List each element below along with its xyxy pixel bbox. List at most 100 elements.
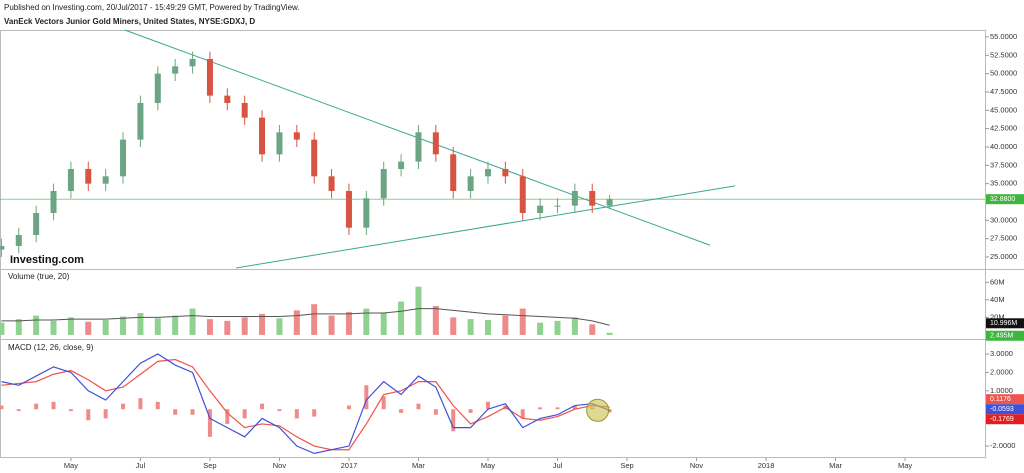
macd-value-label-box xyxy=(986,404,1024,415)
y-tick-label: 25.0000 xyxy=(990,252,1017,261)
histogram-value-label-box xyxy=(986,414,1024,425)
volume-bar xyxy=(606,332,613,335)
y-tick-label: 45.0000 xyxy=(990,105,1017,114)
histogram-bar xyxy=(0,405,4,410)
volume-bar xyxy=(363,308,370,335)
histogram-bar xyxy=(485,401,490,410)
histogram-bar xyxy=(34,403,39,410)
y-tick-label: -2.0000 xyxy=(990,441,1015,450)
candle-body xyxy=(328,176,335,191)
volume-bar xyxy=(120,316,127,335)
volume-bar xyxy=(0,322,5,335)
volume-ma-label-box xyxy=(986,318,1024,329)
y-tick-label: 52.5000 xyxy=(990,50,1017,59)
volume-bar xyxy=(554,320,561,335)
volume-bar xyxy=(398,301,405,335)
volume-bar xyxy=(85,321,92,335)
volume-bar xyxy=(467,319,474,335)
signal-line xyxy=(1,358,610,451)
candle-body xyxy=(484,168,491,177)
histogram-bar xyxy=(399,409,404,413)
candle-body xyxy=(137,102,144,140)
x-tick-label: 2017 xyxy=(341,461,358,470)
histogram-bar xyxy=(451,409,456,432)
histogram-value-label: -0.1769 xyxy=(990,416,1014,423)
volume-bar xyxy=(67,317,74,335)
volume-bar xyxy=(154,318,161,335)
histogram-bar xyxy=(555,407,560,410)
volume-bar xyxy=(50,320,57,335)
histogram-bar xyxy=(207,409,212,437)
y-tick-label: 27.5000 xyxy=(990,234,1017,243)
candle-body xyxy=(398,161,405,169)
candle-body xyxy=(33,212,40,235)
candle-body xyxy=(502,168,509,177)
candle-body xyxy=(102,176,109,184)
macd-value-label: -0.0593 xyxy=(990,406,1014,413)
candle-body xyxy=(0,245,5,250)
y-tick-label: 47.5000 xyxy=(990,87,1017,96)
volume-bar xyxy=(224,320,231,335)
volume-label: 2.495M xyxy=(990,333,1014,340)
y-tick-label: 20M xyxy=(990,312,1005,321)
volume-bar xyxy=(450,317,457,335)
y-tick-label: 40.0000 xyxy=(990,142,1017,151)
candle-body xyxy=(206,58,213,96)
x-tick-label: May xyxy=(898,461,912,470)
candle-body xyxy=(154,73,161,103)
y-tick-label: 42.5000 xyxy=(990,124,1017,133)
histogram-bar xyxy=(294,409,299,419)
x-tick-label: Nov xyxy=(273,461,287,470)
plot-frame xyxy=(0,30,986,458)
candle-body xyxy=(85,168,92,184)
x-tick-label: Mar xyxy=(829,461,842,470)
y-tick-label: 40M xyxy=(990,295,1005,304)
histogram-bar xyxy=(346,405,351,410)
candle-body xyxy=(172,66,179,74)
candle-body xyxy=(259,117,266,155)
x-tick-label: Sep xyxy=(203,461,216,470)
candle-body xyxy=(224,95,231,103)
histogram-bar xyxy=(190,409,195,415)
histogram-bar xyxy=(51,401,56,410)
volume-bar xyxy=(537,322,544,335)
candle-body xyxy=(589,190,596,206)
y-tick-label: 3.0000 xyxy=(990,349,1013,358)
histogram-bar xyxy=(312,409,317,417)
histogram-bar xyxy=(433,409,438,415)
candle-body xyxy=(519,176,526,213)
histogram-bar xyxy=(277,409,282,412)
volume-bar xyxy=(276,318,283,335)
y-tick-label: 35.0000 xyxy=(990,179,1017,188)
candle-body xyxy=(606,199,613,206)
candle-body xyxy=(537,205,544,213)
volume-bar xyxy=(589,324,596,335)
pane-title: Volume (true, 20) xyxy=(8,272,70,281)
x-tick-label: Nov xyxy=(690,461,704,470)
macd-line xyxy=(1,353,610,455)
volume-bar xyxy=(206,319,213,335)
histogram-bar xyxy=(416,403,421,410)
candle-body xyxy=(293,132,300,140)
candle-body xyxy=(432,132,439,155)
candle-body xyxy=(380,168,387,199)
histogram-bar xyxy=(121,403,126,410)
x-tick-label: Jul xyxy=(136,461,146,470)
histogram-bar xyxy=(138,398,143,410)
y-tick-label: 60M xyxy=(990,277,1005,286)
histogram-bar xyxy=(607,409,612,413)
signal-value-label: 0.1176 xyxy=(990,396,1011,403)
volume-bar xyxy=(380,312,387,335)
histogram-bar xyxy=(155,401,160,410)
candle-body xyxy=(467,176,474,191)
volume-bar xyxy=(293,310,300,335)
volume-bar xyxy=(519,308,526,335)
histogram-bar xyxy=(103,409,108,419)
volume-label-box xyxy=(986,330,1024,341)
x-tick-label: May xyxy=(64,461,78,470)
candle-body xyxy=(363,198,370,228)
y-tick-label: 50.0000 xyxy=(990,69,1017,78)
last-price-label-box xyxy=(986,194,1024,205)
y-tick-label: 55.0000 xyxy=(990,32,1017,41)
